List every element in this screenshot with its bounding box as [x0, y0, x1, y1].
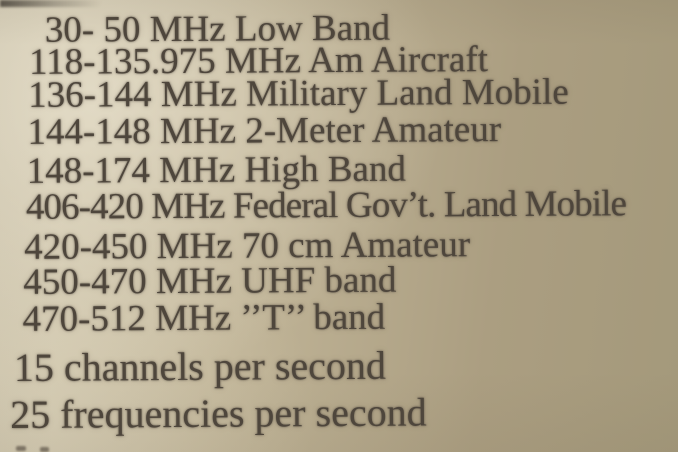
- band-list-item: 136-144 MHz Military Land Mobile: [28, 71, 569, 116]
- cutoff-text-mark: [16, 446, 26, 451]
- scan-rate-item: 15 channels per second: [13, 342, 387, 390]
- band-list-item: 450-470 MHz UHF band: [23, 259, 397, 303]
- band-list-item: 406-420 MHz Federal Gov’t. Land Mobile: [25, 183, 627, 228]
- band-list-item: 144-148 MHz 2-Meter Amateur: [27, 109, 502, 153]
- band-list-item: 470-512 MHz ’’T’’ band: [22, 296, 386, 340]
- scan-rate-item: 25 frequencies per second: [10, 389, 427, 438]
- cutoff-text-mark: [40, 447, 49, 452]
- photo-edge-shadow: [0, 0, 102, 7]
